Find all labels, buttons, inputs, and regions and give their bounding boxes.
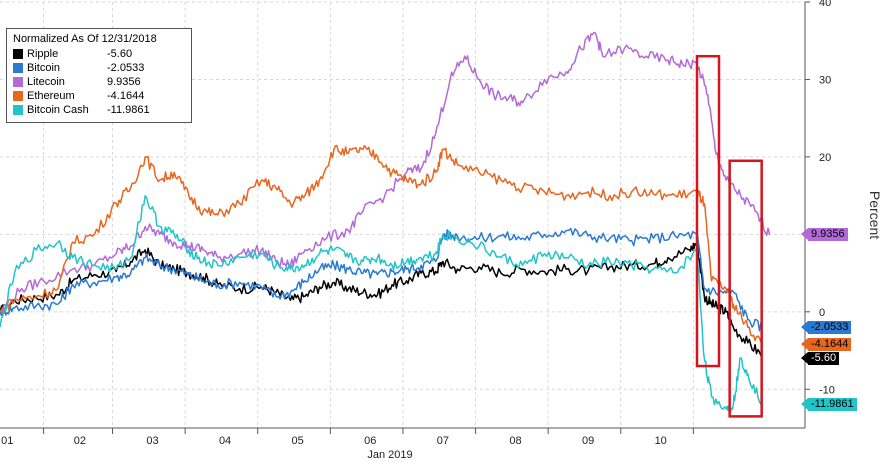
x-tick-label: 05 bbox=[292, 435, 304, 447]
legend-item: Bitcoin -2.0533 bbox=[13, 61, 186, 75]
x-axis-group-label: Jan 2019 bbox=[367, 449, 412, 461]
legend-item: Litecoin 9.9356 bbox=[13, 75, 186, 89]
legend: Normalized As Of 12/31/2018 Ripple -5.60 B… bbox=[6, 28, 192, 123]
legend-value: -2.0533 bbox=[107, 62, 145, 74]
legend-label: Litecoin bbox=[27, 76, 65, 88]
legend-rows: Ripple -5.60 Bitcoin -2.0533 Litecoin 9.9356 E… bbox=[13, 47, 186, 117]
x-tick-label: 08 bbox=[509, 435, 521, 447]
series-lines bbox=[0, 31, 771, 413]
value-badge: -2.0533 bbox=[800, 321, 852, 335]
y-tick-label: 20 bbox=[819, 152, 831, 164]
highlight-boxes bbox=[695, 54, 763, 418]
y-tick-label: 40 bbox=[819, 0, 831, 9]
highlight-box bbox=[728, 159, 763, 418]
legend-swatch bbox=[13, 77, 23, 87]
legend-item: Ethereum -4.1644 bbox=[13, 89, 186, 103]
value-badge: -11.9861 bbox=[801, 398, 857, 412]
highlight-box bbox=[695, 54, 721, 368]
series-line-litecoin bbox=[0, 31, 771, 313]
y-tick-label: 0 bbox=[819, 307, 825, 319]
legend-value: 9.9356 bbox=[107, 76, 141, 88]
x-tick-label: 03 bbox=[146, 435, 158, 447]
legend-item: Bitcoin Cash -11.9861 bbox=[13, 103, 186, 117]
x-tick-label: 04 bbox=[219, 435, 231, 447]
legend-swatch bbox=[13, 105, 23, 115]
x-tick-label: 01 bbox=[1, 435, 13, 447]
legend-label: Ripple bbox=[27, 48, 59, 60]
legend-swatch bbox=[13, 63, 23, 73]
series-line-ripple bbox=[0, 241, 763, 357]
value-badge: -4.1644 bbox=[800, 337, 852, 351]
value-badge: -5.60 bbox=[800, 351, 840, 365]
legend-item: Ripple -5.60 bbox=[13, 47, 186, 61]
legend-swatch bbox=[13, 91, 23, 101]
legend-label: Ethereum bbox=[27, 90, 75, 102]
legend-label: Bitcoin bbox=[27, 62, 61, 74]
series-line-bitcoin-cash bbox=[0, 194, 763, 413]
series-line-ethereum bbox=[0, 144, 763, 345]
legend-value: -11.9861 bbox=[107, 104, 150, 116]
legend-label: Bitcoin Cash bbox=[27, 104, 89, 116]
x-tick-label: 09 bbox=[582, 435, 594, 447]
legend-title: Normalized As Of 12/31/2018 bbox=[13, 33, 157, 45]
legend-value: -4.1644 bbox=[107, 90, 145, 102]
y-tick-label: -10 bbox=[819, 384, 835, 396]
x-tick-label: 06 bbox=[364, 435, 376, 447]
legend-value: -5.60 bbox=[107, 48, 133, 60]
y-axis-label: Percent bbox=[867, 191, 883, 239]
legend-swatch bbox=[13, 49, 23, 59]
series-line-bitcoin bbox=[0, 227, 764, 332]
x-tick-label: 10 bbox=[655, 435, 667, 447]
value-badge: 9.9356 bbox=[801, 228, 848, 242]
grid bbox=[0, 1, 805, 428]
x-tick-label: 02 bbox=[74, 435, 86, 447]
x-tick-label: 07 bbox=[437, 435, 449, 447]
y-tick-label: 30 bbox=[819, 74, 831, 86]
